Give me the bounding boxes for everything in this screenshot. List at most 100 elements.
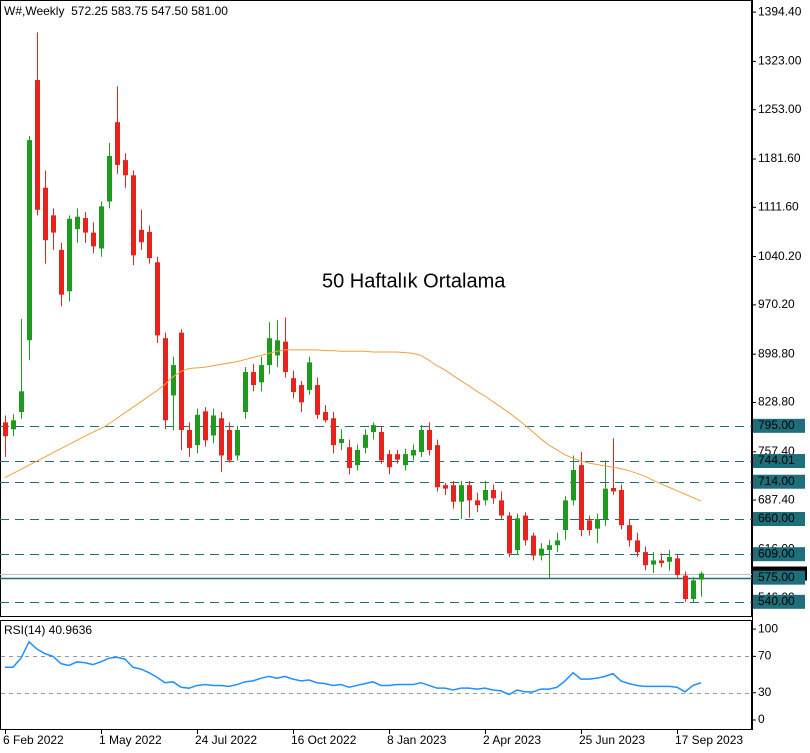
candle-body: [51, 215, 56, 233]
rsi-tick-label: 0: [758, 712, 765, 726]
level-label: 609.00: [758, 546, 795, 560]
candle-body: [27, 140, 32, 341]
candle-body: [83, 218, 88, 233]
candle-body: [507, 515, 512, 554]
level-label: 660.00: [758, 511, 795, 525]
candle-body: [563, 500, 568, 531]
level-box: [753, 418, 805, 433]
y-tick-label: 828.80: [758, 395, 795, 409]
level-box: [753, 594, 805, 609]
candle-body: [339, 438, 344, 444]
candle-body: [43, 187, 48, 241]
candle-body: [123, 160, 128, 176]
candle-body: [523, 515, 528, 541]
candle-body: [219, 418, 224, 456]
candle-body: [35, 80, 40, 210]
candle-body: [571, 469, 576, 501]
candle-body: [299, 385, 304, 403]
y-tick-label: 970.20: [758, 297, 795, 311]
candle-body: [363, 434, 368, 448]
candle-body: [235, 429, 240, 456]
candle-body: [483, 490, 488, 501]
candle-body: [699, 573, 704, 580]
candle-body: [107, 155, 112, 202]
level-box: [753, 454, 805, 469]
candle-body: [371, 425, 376, 433]
candle-body: [179, 332, 184, 430]
candle-body: [291, 378, 296, 393]
candle-body: [187, 429, 192, 448]
y-tick-label: 1253.00: [758, 102, 802, 116]
candle-body: [227, 429, 232, 461]
candle-body: [411, 449, 416, 456]
candle-body: [307, 362, 312, 390]
x-tick-label: 16 Oct 2022: [291, 733, 357, 747]
level-label: 575.00: [758, 570, 795, 584]
candle-body: [635, 540, 640, 553]
candle-body: [427, 429, 432, 450]
y-tick-label: 898.80: [758, 346, 795, 360]
y-tick-label: 1111.60: [758, 199, 799, 213]
candle-body: [379, 432, 384, 461]
candle-body: [323, 412, 328, 421]
candle-body: [579, 465, 584, 531]
candle-body: [659, 560, 664, 564]
candle-body: [515, 518, 520, 551]
candle-body: [675, 558, 680, 575]
rsi-line: [5, 640, 702, 696]
candle-body: [403, 454, 408, 466]
level-box: [753, 547, 805, 562]
y-tick-label: 1323.00: [758, 54, 802, 68]
candle-body: [19, 391, 24, 413]
candle-body: [387, 454, 392, 468]
y-tick-label: 1040.20: [758, 249, 802, 263]
candle-body: [155, 262, 160, 336]
candle-body: [283, 341, 288, 372]
candle-body: [619, 490, 624, 526]
ma-annotation: 50 Haftalık Ortalama: [322, 270, 506, 292]
candle-body: [259, 365, 264, 383]
candle-body: [355, 449, 360, 466]
x-tick-label: 24 Jul 2022: [195, 733, 257, 747]
moving-average: [4, 349, 702, 502]
candle-body: [195, 414, 200, 446]
rsi-tick-label: 30: [758, 685, 772, 699]
candle-body: [451, 485, 456, 502]
candle-body: [459, 485, 464, 502]
candle-body: [611, 487, 616, 492]
candle-body: [139, 229, 144, 243]
level-label: 744.01: [758, 453, 795, 467]
candle-body: [435, 445, 440, 488]
x-tick-label: 6 Feb 2022: [3, 733, 64, 747]
candle-body: [467, 485, 472, 501]
candle-body: [595, 518, 600, 529]
candle-body: [691, 580, 696, 600]
x-tick-label: 8 Jan 2023: [387, 733, 447, 747]
candle-body: [147, 231, 152, 259]
candle-body: [243, 371, 248, 413]
candle-body: [131, 175, 136, 256]
candle-body: [315, 385, 320, 415]
y-tick-label: 687.40: [758, 492, 795, 506]
candle-body: [347, 447, 352, 468]
level-label: 714.00: [758, 474, 795, 488]
level-box: [753, 474, 805, 489]
candle-body: [643, 552, 648, 566]
candle-body: [331, 418, 336, 446]
candle-body: [3, 422, 8, 437]
level-label: 795.00: [758, 418, 795, 432]
candle-body: [475, 500, 480, 506]
x-tick-label: 2 Apr 2023: [483, 733, 541, 747]
candle-body: [163, 338, 168, 421]
candle-body: [395, 454, 400, 460]
level-label: 540.00: [758, 594, 795, 608]
candle-body: [627, 525, 632, 541]
y-tick-label: 1394.40: [758, 4, 802, 18]
y-tick-label: 1181.60: [758, 151, 801, 165]
candle-body: [531, 535, 536, 556]
candle-body: [75, 216, 80, 230]
rsi-tick-label: 100: [758, 621, 778, 635]
x-tick-label: 25 Jun 2023: [579, 733, 645, 747]
